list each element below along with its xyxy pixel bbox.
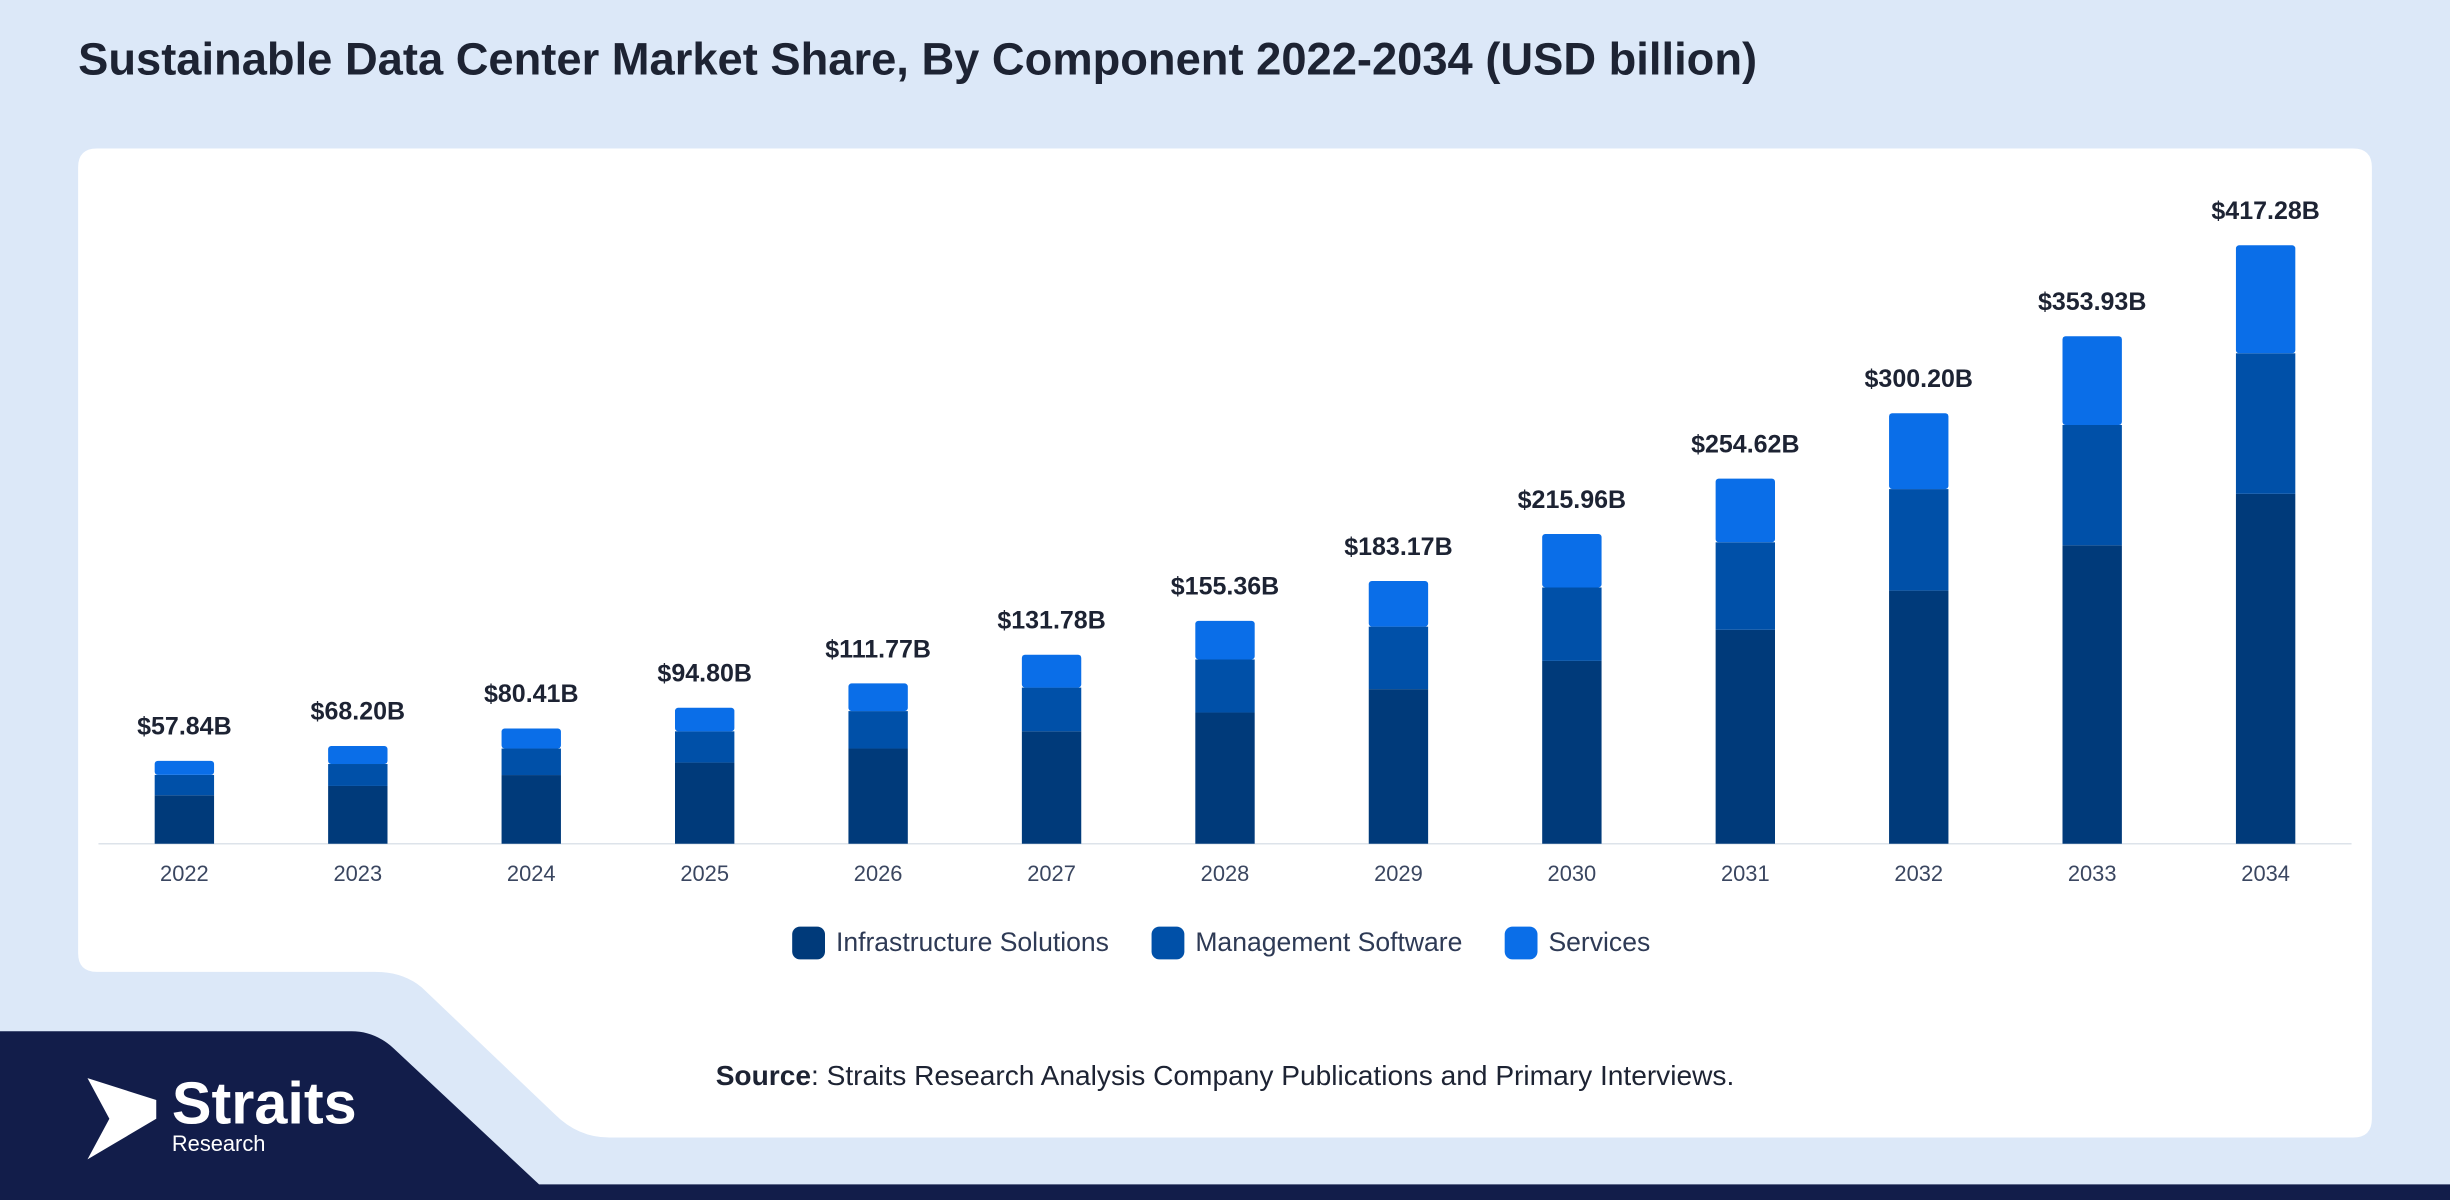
total-label: $57.84B — [137, 713, 232, 741]
bar-segment — [675, 707, 735, 732]
x-tick-label: 2025 — [680, 861, 729, 886]
total-label: $183.17B — [1344, 533, 1452, 561]
bar-segment — [154, 760, 215, 775]
bar-segment — [2062, 545, 2122, 844]
logo-icon — [87, 1078, 157, 1160]
bar-segment — [1021, 687, 1082, 732]
bar-segment — [1195, 620, 1255, 660]
bar-segment — [1715, 629, 1775, 844]
bar-segment — [1889, 489, 1949, 591]
legend-swatch — [792, 926, 825, 960]
bar-segment — [154, 795, 215, 844]
bar-segment — [1195, 659, 1255, 713]
x-tick-label: 2028 — [1201, 861, 1250, 886]
total-label: $94.80B — [657, 660, 752, 688]
bar-segment — [848, 683, 908, 712]
bar-segment — [328, 745, 388, 765]
bar-segment — [1542, 533, 1602, 588]
bar-segment — [1368, 581, 1429, 627]
bar-segment — [1368, 689, 1429, 844]
total-label: $254.62B — [1691, 430, 1799, 458]
bar-segment — [1368, 626, 1429, 690]
bar-segment — [848, 748, 908, 844]
bar-segment — [328, 785, 388, 844]
bar-segment — [154, 774, 215, 796]
bar-segment — [501, 775, 561, 844]
bar-segment — [1889, 590, 1949, 844]
bar-segment — [2062, 424, 2122, 546]
x-tick-label: 2034 — [2241, 861, 2290, 886]
bar-segment — [675, 762, 735, 844]
total-label: $111.77B — [825, 635, 931, 663]
source: Source: Straits Research Analysis Compan… — [716, 1061, 1735, 1092]
bar-segment — [1021, 654, 1082, 688]
x-tick-label: 2031 — [1721, 861, 1770, 886]
bar-segment — [2235, 353, 2296, 494]
legend-label: Services — [1548, 927, 1650, 957]
x-tick-label: 2022 — [160, 861, 209, 886]
legend-label: Management Software — [1195, 927, 1462, 957]
x-tick-label: 2033 — [2068, 861, 2117, 886]
bar-segment — [1715, 542, 1775, 630]
total-label: $131.78B — [997, 607, 1105, 635]
legend-swatch — [1151, 926, 1185, 960]
x-tick-label: 2032 — [1894, 861, 1943, 886]
total-label: $300.20B — [1865, 365, 1973, 393]
bar-segment — [1542, 587, 1602, 661]
logo-sub: Research — [172, 1131, 266, 1156]
total-label: $155.36B — [1171, 573, 1279, 601]
total-label: $215.96B — [1518, 486, 1626, 514]
source-label: Source — [716, 1061, 811, 1092]
x-tick-label: 2030 — [1548, 861, 1597, 886]
logo-name: Straits — [172, 1070, 357, 1137]
total-label: $80.41B — [484, 680, 579, 708]
bar-segment — [2235, 245, 2296, 354]
footer-band — [0, 1031, 2450, 1200]
bar-segment — [2235, 493, 2296, 844]
bar-segment — [1889, 413, 1949, 490]
bar-segment — [675, 731, 735, 763]
bar-segment — [1715, 478, 1775, 543]
x-tick-label: 2026 — [854, 861, 903, 886]
bar-segment — [501, 728, 561, 749]
total-label: $68.20B — [311, 698, 406, 726]
x-tick-label: 2023 — [333, 861, 382, 886]
bar-segment — [1542, 660, 1602, 844]
legend-label: Infrastructure Solutions — [836, 927, 1109, 957]
bar-segment — [2062, 336, 2122, 425]
legend-swatch — [1504, 926, 1538, 960]
x-tick-label: 2024 — [507, 861, 556, 886]
x-tick-label: 2027 — [1027, 861, 1076, 886]
bar-segment — [1195, 712, 1255, 844]
total-label: $353.93B — [2038, 288, 2146, 316]
total-label: $417.28B — [2211, 197, 2319, 225]
bar-segment — [848, 711, 908, 749]
source-text: : Straits Research Analysis Company Publ… — [811, 1061, 1734, 1092]
bar-segment — [1021, 731, 1082, 844]
chart-title: Sustainable Data Center Market Share, By… — [78, 33, 1757, 84]
bar-segment — [501, 748, 561, 776]
x-tick-label: 2029 — [1374, 861, 1423, 886]
bar-segment — [328, 764, 388, 786]
